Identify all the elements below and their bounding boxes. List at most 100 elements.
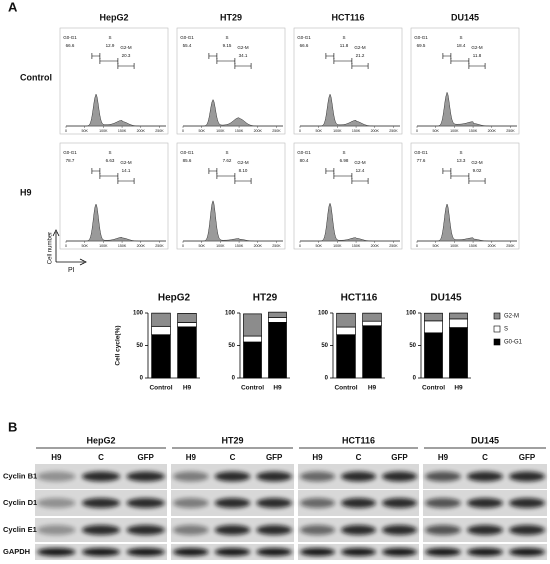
blot-lane-label: H9 <box>51 453 62 462</box>
x-tick-label: 250K <box>506 129 515 133</box>
bar-segment <box>424 320 443 334</box>
x-tick-label: 0 <box>182 244 184 248</box>
x-tick-label: 200K <box>137 244 146 248</box>
y-tick-label: 100 <box>225 311 236 317</box>
x-tick-label: 150K <box>118 244 127 248</box>
gate-value: 9.02 <box>473 168 482 173</box>
bar-segment <box>243 341 262 379</box>
gate-name: G2-M <box>237 45 249 50</box>
blot-lane-label: GFP <box>266 453 283 462</box>
blot-group-title: HepG2 <box>86 435 115 445</box>
histogram-curve <box>300 93 400 127</box>
blot-band <box>256 498 293 508</box>
blot-group-title: HCT116 <box>342 435 375 445</box>
blot-band <box>467 525 503 535</box>
gate-value: 78.7 <box>66 158 75 163</box>
bar-segment <box>243 313 262 337</box>
gate-bracket <box>351 178 369 184</box>
bar-segment <box>424 332 443 379</box>
x-tick-label: 250K <box>272 129 281 133</box>
column-title: HepG2 <box>99 12 128 22</box>
x-tick-label: 50K <box>315 244 322 248</box>
y-tick-label: 100 <box>133 311 144 317</box>
gate-bracket <box>333 173 353 179</box>
gate-value: 55.4 <box>183 43 192 48</box>
histogram-curve <box>66 203 166 242</box>
histogram-frame <box>410 27 520 135</box>
bar-segment <box>151 312 171 327</box>
gate-value: 77.6 <box>417 158 426 163</box>
x-tick-label: 200K <box>371 129 380 133</box>
x-tick-label: 50K <box>198 129 205 133</box>
x-tick-label: H9 <box>368 385 377 392</box>
x-tick-label: 50K <box>81 129 88 133</box>
chart-title: HepG2 <box>158 293 191 304</box>
gate-value: 11.8 <box>473 53 482 58</box>
gate-name: G2-M <box>471 45 483 50</box>
gate-value: 14.1 <box>122 168 131 173</box>
histogram-curve <box>417 91 517 127</box>
gate-bracket <box>442 168 452 174</box>
gate-value: 21.2 <box>356 53 365 58</box>
x-tick-label: 100K <box>450 244 459 248</box>
blot-band <box>256 525 293 535</box>
x-tick-label: H9 <box>454 385 463 392</box>
gate-value: 6.98 <box>340 158 349 163</box>
blot-band <box>37 525 76 535</box>
blot-lane-label: H9 <box>186 453 197 462</box>
blot-band <box>509 498 545 508</box>
gate-name: S <box>225 150 228 155</box>
blot-row-label: Cyclin D1 <box>3 498 37 507</box>
blot-lane-label: C <box>230 453 236 462</box>
blot-band <box>299 525 336 535</box>
blot-band <box>467 548 503 556</box>
blot-lane-label: H9 <box>438 453 449 462</box>
gate-bracket <box>234 178 252 184</box>
blot-band <box>467 471 503 482</box>
gate-value: 6.63 <box>106 158 115 163</box>
gate-name: G0-G1 <box>180 35 194 40</box>
gate-bracket <box>99 173 119 179</box>
gate-name: S <box>108 35 111 40</box>
gate-name: G0-G1 <box>297 150 311 155</box>
gate-bracket <box>325 53 335 59</box>
gate-value: 18.4 <box>457 43 466 48</box>
legend-label: G2-M <box>504 314 519 320</box>
x-tick-label: 100K <box>99 244 108 248</box>
legend-label: S <box>504 327 508 333</box>
histogram-frame <box>59 142 169 250</box>
histogram-frame <box>176 142 286 250</box>
histogram-frame <box>410 142 520 250</box>
blot-lane-label: C <box>482 453 488 462</box>
x-tick-label: 200K <box>137 129 146 133</box>
gate-name: S <box>342 35 345 40</box>
blot-band <box>381 498 418 508</box>
x-tick-label: 100K <box>99 129 108 133</box>
histogram-curve <box>417 203 517 242</box>
blot-band <box>81 498 121 508</box>
y-axis-label: Cell number <box>48 232 54 264</box>
x-tick-label: 100K <box>333 129 342 133</box>
x-tick-label: Control <box>241 385 264 392</box>
bar-segment <box>449 318 468 328</box>
histogram-frame <box>293 142 403 250</box>
blot-band <box>214 525 251 535</box>
bar-segment <box>268 317 287 323</box>
bar-segment <box>424 312 443 322</box>
x-tick-label: 50K <box>432 129 439 133</box>
bar-segment <box>151 325 171 336</box>
gate-name: G2-M <box>120 160 132 165</box>
gate-name: G0-G1 <box>180 150 194 155</box>
blot-band <box>256 471 293 482</box>
x-tick-label: 200K <box>254 244 263 248</box>
blot-band <box>467 498 503 508</box>
gate-bracket <box>216 58 236 64</box>
blot-band <box>214 498 251 508</box>
gate-value: 13.3 <box>457 158 466 163</box>
gate-value: 12.4 <box>356 168 365 173</box>
blot-band <box>381 525 418 535</box>
x-tick-label: 0 <box>416 244 418 248</box>
gate-value: 8.10 <box>239 168 248 173</box>
x-tick-label: 100K <box>216 129 225 133</box>
bar-segment <box>362 312 382 322</box>
